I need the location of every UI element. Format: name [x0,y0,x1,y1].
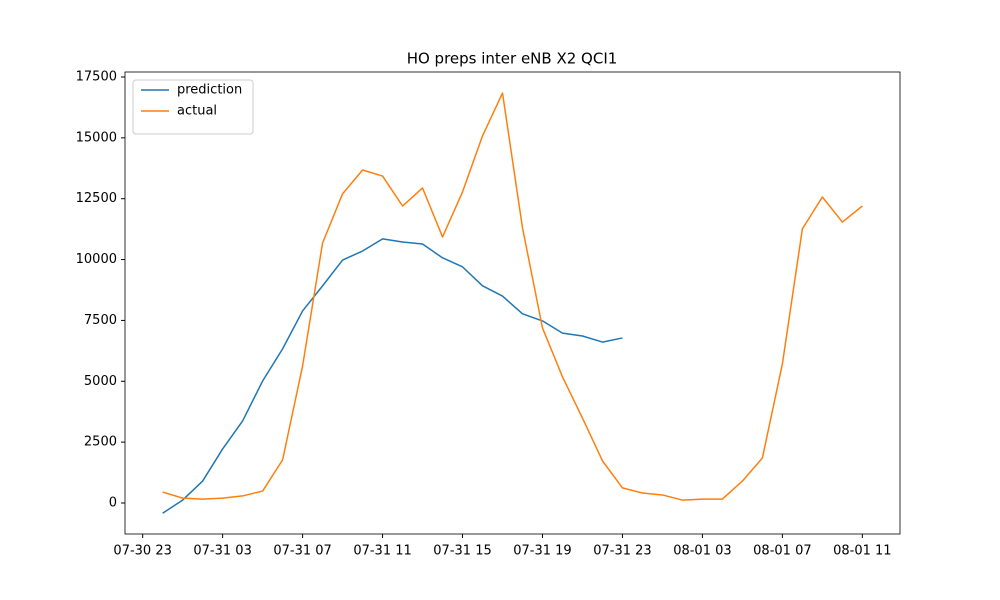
x-tick-label: 08-01 07 [753,544,811,559]
x-tick-label: 08-01 11 [833,544,891,559]
y-tick-label: 7500 [84,313,117,328]
y-tick-label: 15000 [76,130,117,145]
plot-frame [124,71,901,535]
x-tick-label: 07-31 19 [513,544,571,559]
legend-box [132,79,254,135]
legend: prediction actual [132,79,254,135]
y-tick-label: 12500 [76,191,117,206]
y-tick-label: 10000 [76,252,117,267]
chart-title: HO preps inter eNB X2 QCI1 [407,50,618,68]
legend-label: actual [177,104,217,119]
y-tick-label: 2500 [84,435,117,450]
x-tick-label: 07-31 15 [433,544,491,559]
x-tick-label: 07-31 11 [353,544,411,559]
y-tick-label: 0 [109,495,117,510]
series-line [162,92,863,501]
x-tick-label: 08-01 03 [673,544,731,559]
x-tick-label: 07-31 07 [273,544,331,559]
legend-label: prediction [177,83,242,98]
x-tick-label: 07-31 23 [593,544,651,559]
series-line [162,238,623,514]
y-tick-label: 5000 [84,374,117,389]
y-tick-label: 17500 [76,69,117,84]
x-tick-label: 07-31 03 [193,544,251,559]
x-tick-label: 07-30 23 [113,544,171,559]
